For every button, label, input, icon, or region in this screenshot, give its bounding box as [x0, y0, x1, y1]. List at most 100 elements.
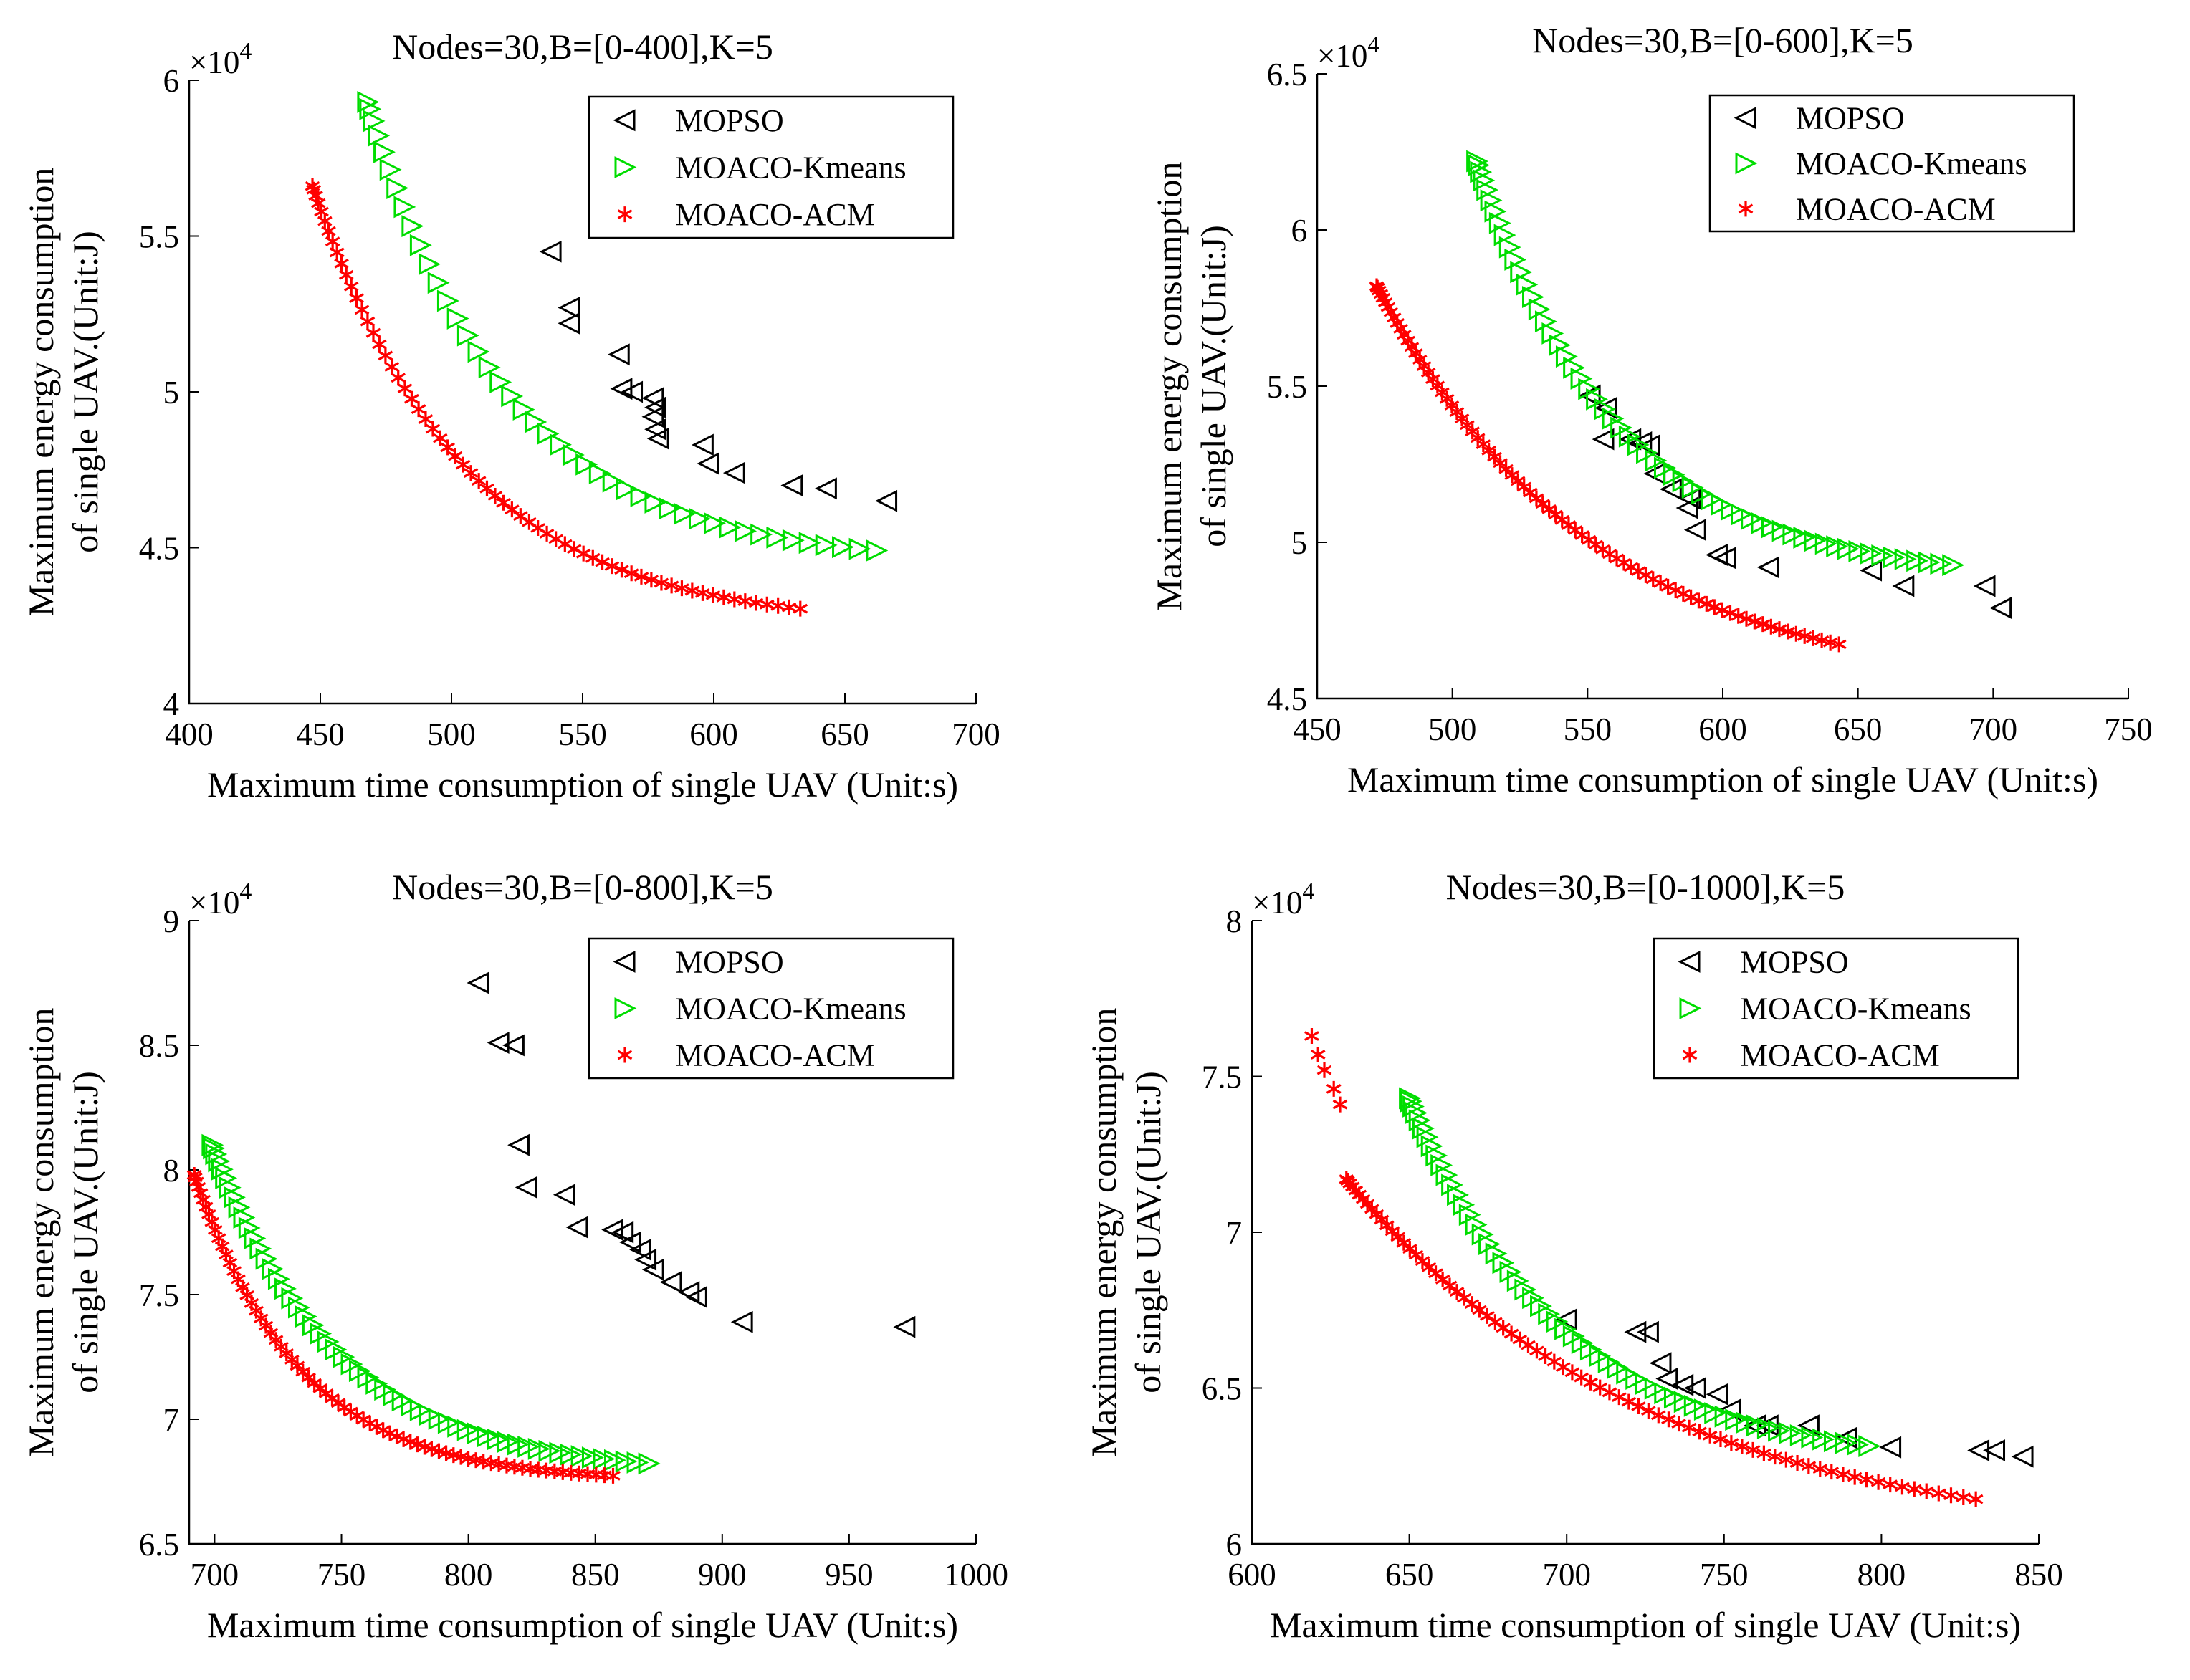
data-point — [1767, 1449, 1783, 1465]
legend-label: MOPSO — [675, 945, 784, 980]
data-point — [1831, 636, 1847, 653]
data-point — [1734, 1439, 1750, 1455]
data-point — [496, 494, 511, 511]
y-tick-label: 5 — [163, 375, 180, 411]
x-tick-label: 1000 — [944, 1557, 1008, 1593]
data-point — [1761, 516, 1784, 539]
data-point — [674, 502, 697, 525]
data-point — [436, 289, 459, 312]
data-point — [1415, 1253, 1430, 1269]
data-point — [572, 1465, 587, 1482]
data-point — [638, 1452, 661, 1475]
data-point — [418, 411, 434, 428]
data-point — [1548, 507, 1563, 523]
data-point — [1661, 1411, 1676, 1428]
data-point — [1789, 1454, 1805, 1471]
y-axis-label-line: of single UAV.(Unit:J) — [65, 1071, 105, 1393]
legend-label: MOACO-Kmeans — [1740, 992, 1971, 1027]
data-point — [550, 433, 572, 456]
data-point — [1637, 1320, 1659, 1343]
x-tick-label: 600 — [1698, 711, 1747, 747]
series-moaco-acm — [1304, 1027, 1984, 1507]
data-point — [1745, 1441, 1761, 1458]
data-point — [1538, 1348, 1553, 1365]
data-point — [1731, 608, 1746, 624]
data-point — [1421, 1259, 1437, 1275]
legend-label: MOACO-ACM — [675, 1038, 875, 1073]
data-point — [614, 562, 629, 578]
data-point — [267, 1267, 290, 1290]
legend-box — [1708, 94, 2075, 233]
y-tick-label: 4.5 — [139, 531, 179, 567]
data-point — [1425, 1144, 1448, 1167]
data-point — [537, 422, 560, 445]
data-point — [815, 534, 838, 557]
y-multiplier-exp: 4 — [1302, 878, 1314, 905]
y-tick-label: 5 — [1291, 525, 1308, 561]
data-point — [432, 430, 448, 446]
data-point — [505, 501, 520, 518]
x-tick-label: 700 — [191, 1557, 239, 1593]
data-point — [1487, 448, 1502, 465]
data-point — [215, 1167, 238, 1189]
data-point — [463, 465, 479, 481]
data-point — [1529, 1343, 1544, 1359]
data-point — [1956, 1489, 1971, 1506]
data-point — [501, 385, 524, 408]
series-moaco-kmeans — [357, 91, 889, 562]
data-point — [1480, 1307, 1495, 1324]
data-point — [1485, 1242, 1508, 1265]
data-point — [1516, 479, 1532, 495]
legend-label: MOACO-Kmeans — [675, 992, 907, 1027]
data-point — [393, 196, 416, 219]
y-tick-label: 8 — [1226, 903, 1243, 939]
data-point — [704, 512, 726, 534]
data-point — [1499, 1261, 1522, 1283]
data-point — [456, 324, 479, 347]
x-tick-label: 550 — [558, 716, 607, 752]
data-point — [238, 1216, 261, 1239]
legend-label: MOPSO — [675, 103, 784, 138]
data-point — [467, 340, 490, 363]
data-point — [566, 541, 582, 557]
data-point — [425, 421, 441, 437]
data-point — [641, 1258, 664, 1281]
data-point — [641, 405, 664, 428]
data-point — [623, 565, 639, 582]
data-point — [1943, 1487, 1959, 1504]
data-point — [615, 1450, 638, 1473]
data-point — [1804, 529, 1827, 552]
data-point — [1847, 1434, 1869, 1456]
data-point — [1892, 575, 1915, 597]
data-point — [565, 1216, 588, 1239]
data-point — [1879, 1436, 1902, 1459]
data-point — [487, 487, 503, 504]
legend-marker — [614, 997, 637, 1019]
data-point — [1675, 496, 1698, 519]
y-axis-label-line: Maximum energy consumption — [1149, 162, 1189, 611]
data-point — [1706, 1383, 1728, 1406]
data-point — [633, 568, 649, 585]
data-point — [372, 336, 387, 352]
data-point — [575, 545, 591, 562]
data-point — [1649, 1352, 1672, 1375]
data-point — [338, 267, 354, 283]
data-point — [1906, 549, 1929, 572]
data-point — [302, 1314, 325, 1337]
data-point — [343, 278, 359, 294]
data-point — [1747, 613, 1762, 630]
data-point — [1989, 597, 2012, 619]
data-point — [274, 1277, 297, 1300]
y-multiplier-exp: 4 — [1367, 32, 1379, 58]
y-tick-label: 9 — [163, 903, 180, 939]
data-point — [1574, 1369, 1589, 1386]
data-point — [1713, 1431, 1728, 1447]
data-point — [1768, 1419, 1790, 1442]
data-point — [329, 244, 345, 261]
data-point — [333, 1345, 355, 1368]
data-point — [1942, 554, 1965, 577]
data-point — [325, 1338, 348, 1361]
data-point — [1739, 610, 1754, 627]
data-point — [602, 470, 625, 493]
data-point — [1498, 461, 1514, 477]
